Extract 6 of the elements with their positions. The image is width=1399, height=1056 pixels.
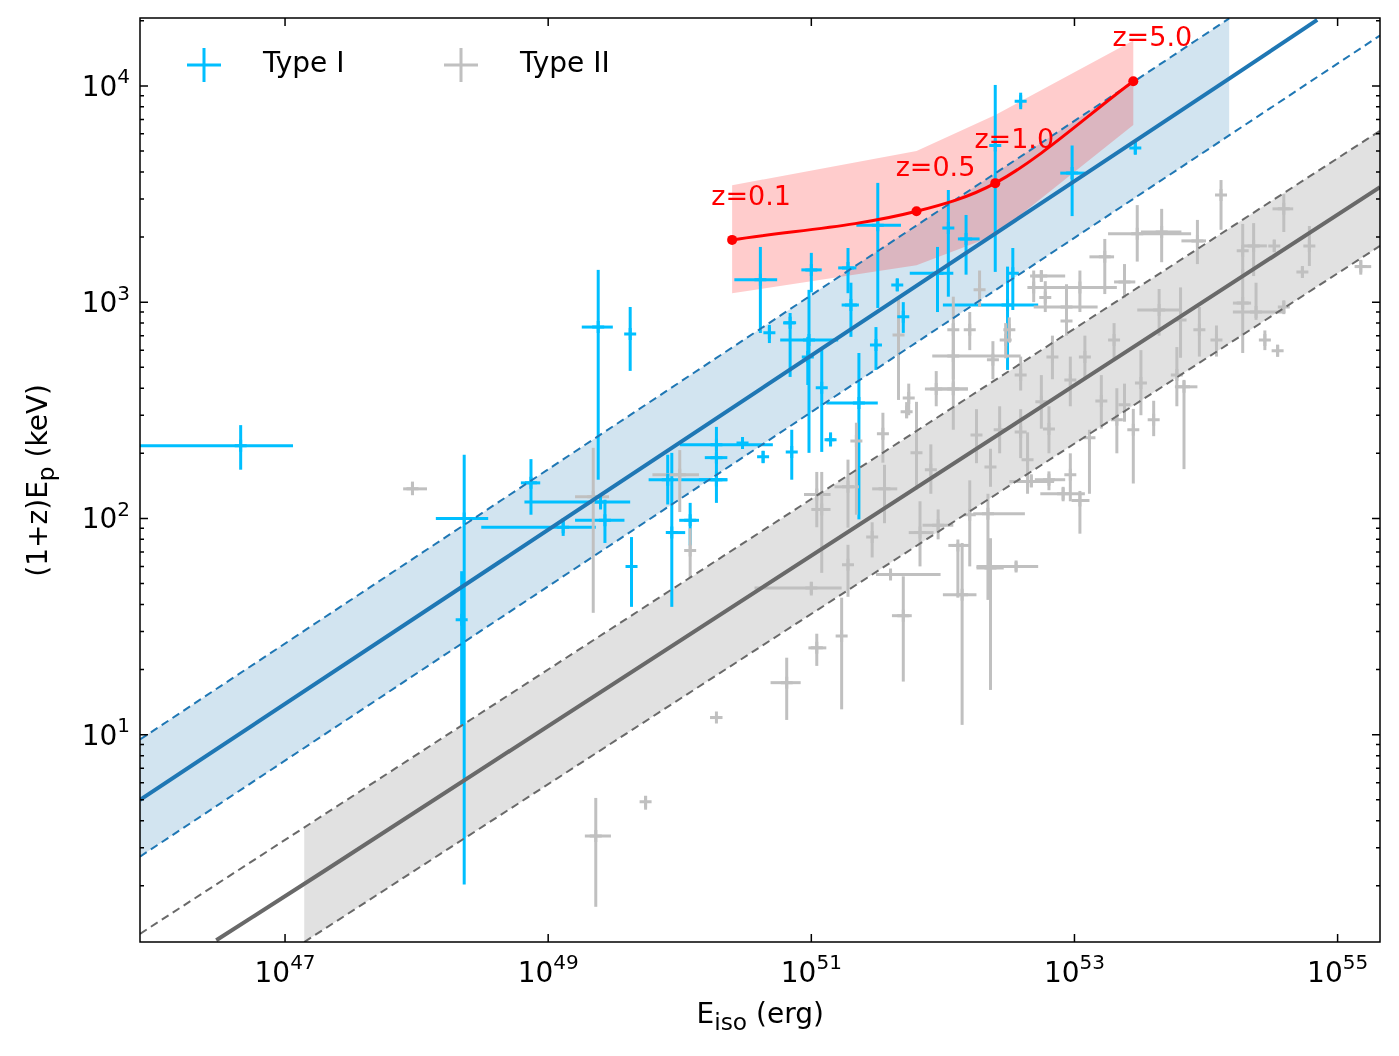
x-axis-title: E$_{iso}$ (erg) bbox=[696, 997, 824, 1036]
annotation: z=5.0 bbox=[1112, 21, 1193, 53]
annotation: z=0.1 bbox=[711, 179, 791, 211]
legend-label: Type I bbox=[262, 46, 345, 80]
annotation: z=0.5 bbox=[895, 151, 976, 183]
legend-label: Type II bbox=[519, 46, 610, 80]
